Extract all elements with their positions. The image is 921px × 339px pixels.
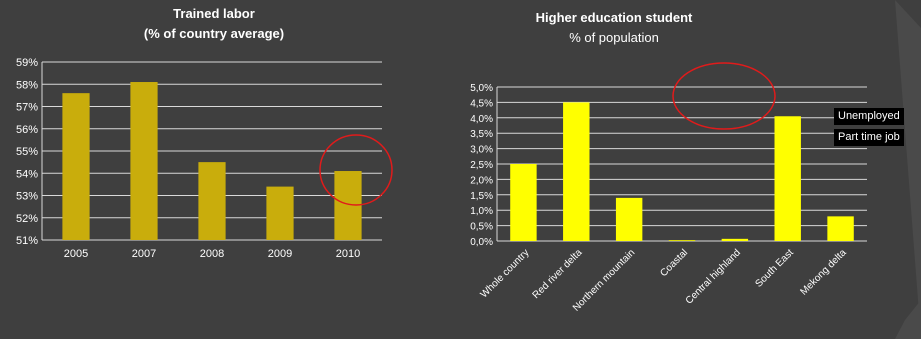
corner-decoration-bottom — [895, 300, 921, 339]
x-tick-label: Red river delta — [531, 247, 585, 301]
bar — [668, 240, 696, 241]
highlight-circle-top — [672, 62, 776, 130]
highlight-circle-2010 — [319, 134, 393, 206]
bar — [721, 238, 749, 241]
bar — [563, 102, 590, 242]
higher-education-chart: Higher education student % of population… — [470, 10, 867, 314]
left-y-ticks: 51% 52% 53% 54% 55% 56% 57% 58% 59% — [16, 57, 38, 247]
corner-decoration — [895, 0, 921, 339]
left-chart-subtitle: (% of country average) — [144, 26, 284, 41]
left-bars — [62, 82, 362, 241]
right-chart-subtitle: % of population — [569, 30, 659, 45]
y-tick-label: 1,5% — [470, 191, 493, 202]
right-chart-title: Higher education student — [536, 10, 693, 25]
y-tick-label: 2,5% — [470, 160, 493, 171]
y-tick-label: 52% — [16, 213, 38, 225]
bar — [827, 216, 854, 241]
part-time-job-callout: Part time job — [834, 129, 904, 146]
left-chart-title: Trained labor — [173, 6, 255, 21]
x-tick-label: 2005 — [64, 248, 88, 260]
y-tick-label: 0,0% — [470, 237, 493, 248]
y-tick-label: 0,5% — [470, 222, 493, 233]
y-tick-label: 58% — [16, 79, 38, 91]
unemployed-callout: Unemployed — [834, 108, 904, 125]
x-tick-label: Coastal — [658, 247, 690, 279]
bar — [198, 162, 226, 240]
bar — [774, 116, 801, 241]
y-tick-label: 1,0% — [470, 206, 493, 217]
bar — [130, 82, 158, 241]
right-y-ticks: 0,0% 0,5% 1,0% 1,5% 2,0% 2,5% 3,0% 3,5% 4,0% 4,5%… — [470, 83, 493, 248]
left-x-ticks: 2005 2007 2008 2009 2010 — [64, 248, 360, 260]
bar — [510, 164, 537, 241]
x-tick-label: 2009 — [268, 248, 292, 260]
y-tick-label: 5,0% — [470, 83, 493, 94]
bar — [62, 93, 90, 241]
y-tick-label: 3,0% — [470, 145, 493, 156]
x-tick-label: Whole country — [479, 247, 532, 300]
right-bars — [510, 102, 854, 242]
bar — [615, 197, 643, 241]
y-tick-label: 4,5% — [470, 98, 493, 109]
x-tick-label: Mekong delta — [798, 247, 849, 298]
right-gridlines — [496, 86, 867, 242]
left-gridlines — [41, 61, 382, 241]
x-tick-label: 2008 — [200, 248, 224, 260]
y-tick-label: 57% — [16, 102, 38, 114]
bar — [266, 186, 294, 240]
x-tick-label: South East — [753, 247, 796, 290]
y-tick-label: 55% — [16, 146, 38, 158]
x-tick-label: 2007 — [132, 248, 156, 260]
y-tick-label: 51% — [16, 235, 38, 247]
x-tick-label: Central highland — [684, 247, 743, 306]
y-tick-label: 54% — [16, 168, 38, 180]
y-tick-label: 4,0% — [470, 114, 493, 125]
y-tick-label: 2,0% — [470, 175, 493, 186]
x-tick-label: 2010 — [336, 248, 360, 260]
trained-labor-chart: Trained labor (% of country average) 51%… — [16, 6, 393, 260]
y-tick-label: 56% — [16, 124, 38, 136]
y-tick-label: 3,5% — [470, 129, 493, 140]
y-tick-label: 53% — [16, 191, 38, 203]
y-tick-label: 59% — [16, 57, 38, 69]
